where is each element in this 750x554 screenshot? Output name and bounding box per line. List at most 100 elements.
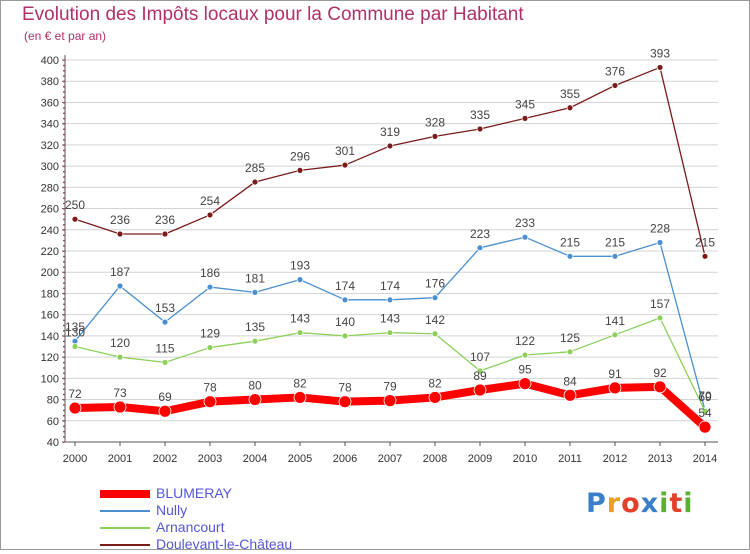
y-minor-tick bbox=[63, 239, 65, 242]
y-minor-tick bbox=[63, 261, 65, 263]
data-label: 84 bbox=[563, 374, 577, 388]
data-point bbox=[383, 394, 397, 408]
series-group bbox=[68, 64, 712, 434]
x-tick-label: 2012 bbox=[603, 453, 627, 465]
data-point bbox=[206, 211, 214, 219]
y-minor-tick bbox=[63, 86, 65, 88]
y-minor-tick bbox=[63, 181, 65, 184]
y-minor-tick bbox=[63, 80, 65, 83]
legend-label: Nully bbox=[156, 502, 188, 518]
y-tick-label: 220 bbox=[41, 246, 59, 258]
data-point bbox=[431, 132, 439, 140]
data-point bbox=[701, 407, 709, 415]
y-minor-tick bbox=[63, 202, 65, 205]
data-point bbox=[476, 125, 484, 133]
y-minor-tick bbox=[63, 165, 65, 168]
data-label: 193 bbox=[290, 259, 310, 273]
y-minor-tick bbox=[63, 64, 65, 67]
data-label: 129 bbox=[200, 327, 220, 341]
y-minor-tick bbox=[63, 218, 65, 221]
y-minor-tick bbox=[63, 144, 65, 146]
logo-letter: o bbox=[621, 488, 641, 519]
y-minor-tick bbox=[63, 367, 65, 369]
data-point bbox=[71, 215, 79, 223]
y-tick-label: 380 bbox=[41, 76, 59, 88]
y-minor-tick bbox=[63, 361, 65, 364]
legend-label: BLUMERAY bbox=[156, 485, 232, 501]
y-minor-tick bbox=[63, 250, 65, 252]
y-minor-tick bbox=[63, 393, 65, 396]
y-minor-tick bbox=[63, 213, 65, 215]
data-label: 174 bbox=[380, 279, 400, 293]
y-minor-tick bbox=[63, 356, 65, 359]
y-minor-tick bbox=[63, 377, 65, 380]
data-label: 78 bbox=[203, 381, 217, 395]
y-minor-tick bbox=[63, 420, 65, 422]
y-minor-tick bbox=[63, 112, 65, 115]
data-label: 355 bbox=[560, 87, 580, 101]
data-point bbox=[296, 329, 304, 337]
value-labels: 250 236 236 254 285 296 301 319 328 335 345 355 376 3… bbox=[65, 46, 715, 420]
y-minor-tick bbox=[63, 75, 65, 77]
data-point bbox=[566, 252, 574, 260]
legend-label: Arnancourt bbox=[156, 519, 225, 535]
x-tick-label: 2003 bbox=[198, 453, 222, 465]
data-point bbox=[251, 337, 259, 345]
data-label: 125 bbox=[560, 331, 580, 345]
data-label: 143 bbox=[290, 312, 310, 326]
data-point bbox=[161, 359, 169, 366]
data-label: 95 bbox=[518, 363, 532, 377]
y-tick-label: 320 bbox=[41, 140, 59, 152]
y-minor-tick bbox=[63, 351, 65, 353]
data-label: 157 bbox=[650, 297, 670, 311]
y-minor-tick bbox=[63, 346, 65, 348]
y-minor-tick bbox=[63, 409, 65, 412]
data-label: 142 bbox=[425, 313, 445, 327]
data-label: 393 bbox=[650, 46, 670, 60]
data-point bbox=[656, 239, 664, 246]
data-label: 135 bbox=[65, 320, 85, 334]
data-point bbox=[518, 377, 532, 391]
legend-swatch bbox=[100, 544, 150, 546]
data-point bbox=[476, 367, 484, 375]
data-point bbox=[611, 331, 619, 339]
data-point bbox=[521, 233, 529, 241]
y-minor-tick bbox=[63, 441, 65, 443]
y-tick-label: 100 bbox=[41, 373, 59, 385]
x-tick-label: 2001 bbox=[108, 453, 132, 465]
data-point bbox=[611, 252, 619, 260]
data-point bbox=[248, 393, 262, 406]
logo-letter: i bbox=[683, 488, 694, 519]
data-label: 82 bbox=[428, 376, 442, 390]
y-minor-tick bbox=[63, 319, 65, 321]
y-minor-tick bbox=[63, 208, 65, 210]
data-point bbox=[656, 64, 664, 71]
data-label: 319 bbox=[380, 125, 400, 139]
data-point bbox=[386, 329, 394, 337]
data-label: 115 bbox=[155, 341, 174, 355]
y-minor-tick bbox=[63, 383, 65, 385]
data-label: 92 bbox=[653, 366, 667, 380]
y-minor-tick bbox=[63, 298, 65, 300]
y-tick-label: 360 bbox=[41, 97, 59, 109]
data-label: 107 bbox=[470, 350, 490, 364]
data-label: 233 bbox=[515, 216, 535, 230]
data-label: 140 bbox=[335, 315, 355, 329]
y-tick-label: 200 bbox=[41, 267, 59, 279]
data-label: 69 bbox=[698, 390, 712, 404]
y-minor-tick bbox=[63, 91, 65, 93]
logo-letter: r bbox=[606, 488, 622, 519]
data-point bbox=[701, 252, 709, 260]
y-minor-tick bbox=[63, 277, 65, 279]
data-point bbox=[293, 391, 307, 404]
data-label: 228 bbox=[650, 222, 670, 236]
y-minor-tick bbox=[63, 107, 65, 109]
data-point bbox=[161, 318, 169, 326]
data-point bbox=[386, 142, 394, 150]
x-tick-label: 2007 bbox=[378, 453, 402, 465]
data-point bbox=[698, 420, 712, 434]
data-point bbox=[116, 353, 124, 361]
data-label: 130 bbox=[65, 326, 85, 340]
y-tick-label: 60 bbox=[47, 416, 59, 428]
data-label: 174 bbox=[335, 279, 355, 293]
